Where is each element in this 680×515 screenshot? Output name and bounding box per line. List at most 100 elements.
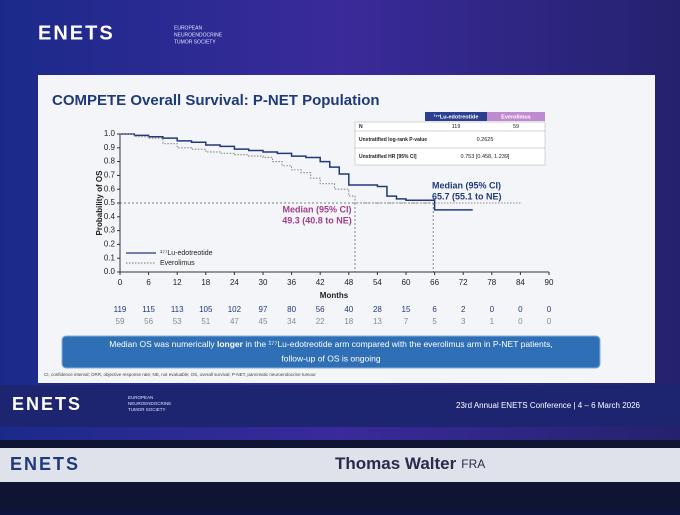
at-risk-count: 13: [373, 317, 382, 326]
logo: ENETS: [12, 394, 82, 414]
x-tick-label: 48: [344, 278, 353, 287]
legend-label: Everolimus: [160, 260, 195, 267]
at-risk-count: 45: [259, 317, 268, 326]
at-risk-count: 56: [316, 305, 325, 314]
society: EUROPEAN: [128, 395, 153, 400]
at-risk-count: 18: [344, 317, 353, 326]
at-risk-count: 80: [287, 305, 296, 314]
society: TUMOR SOCIETY: [174, 39, 216, 45]
society: EUROPEAN: [174, 25, 202, 31]
y-tick-label: 0.8: [104, 157, 116, 166]
at-risk-count: 102: [228, 305, 242, 314]
at-risk-count: 15: [402, 305, 411, 314]
x-tick-label: 60: [402, 278, 411, 287]
slide-title: COMPETE Overall Survival: P-NET Populati…: [52, 92, 380, 109]
table-row-label: Unstratified log-rank P-value: [359, 137, 427, 143]
x-tick-label: 6: [146, 278, 151, 287]
x-tick-label: 30: [259, 278, 268, 287]
speaker: Thomas Walter FRA: [335, 454, 485, 473]
survival-curve: [120, 133, 473, 211]
table-cell: 0.2625: [477, 137, 494, 143]
at-risk-count: 59: [116, 317, 125, 326]
slide-footer: [0, 385, 680, 427]
x-tick-label: 72: [459, 278, 468, 287]
x-tick-label: 66: [430, 278, 439, 287]
society: TUMOR SOCIETY: [128, 407, 166, 412]
at-risk-count: 28: [373, 305, 382, 314]
y-tick-label: 0.5: [104, 198, 116, 207]
table-cell: 0.753 [0.458, 1.239]: [461, 154, 510, 160]
society: NEUROENDOCRINE: [128, 401, 171, 406]
at-risk-count: 0: [547, 305, 552, 314]
at-risk-count: 0: [490, 305, 495, 314]
x-tick-label: 54: [373, 278, 382, 287]
at-risk-count: 113: [171, 305, 184, 314]
at-risk-count: 97: [259, 305, 268, 314]
y-tick-label: 1.0: [104, 129, 116, 138]
callout-box: [61, 335, 601, 369]
callout-text: follow-up of OS is ongoing: [281, 353, 380, 363]
bottom-bar: [0, 448, 680, 482]
callout-emphasis: longer: [217, 339, 244, 349]
speaker-name: Thomas Walter: [335, 454, 457, 473]
x-tick-label: 12: [173, 278, 182, 287]
conference: 23rd Annual ENETS Conference | 4 – 6 Mar…: [456, 401, 641, 410]
at-risk-count: 0: [518, 317, 523, 326]
x-tick-label: 0: [118, 278, 123, 287]
at-risk-count: 115: [142, 305, 155, 314]
at-risk-count: 119: [114, 305, 127, 314]
x-tick-label: 42: [316, 278, 325, 287]
at-risk-count: 0: [518, 305, 523, 314]
table-header: [487, 112, 545, 121]
table-cell: 119: [452, 124, 461, 130]
y-tick-label: 0.9: [104, 143, 116, 152]
median-title: Median (95% CI): [282, 204, 351, 214]
y-tick-label: 0.7: [104, 171, 116, 180]
table-column: Everolimus: [501, 114, 531, 120]
y-tick-label: 0.4: [104, 212, 116, 221]
legend-label: ¹⁷⁷Lu-edotreotide: [160, 250, 213, 257]
y-axis-label: Probability of OS: [95, 170, 104, 236]
at-risk-count: 0: [547, 317, 552, 326]
at-risk-count: 5: [432, 317, 437, 326]
at-risk-count: 2: [461, 305, 466, 314]
society: NEUROENDOCRINE: [174, 32, 223, 38]
footnote: CI, confidence interval; ORR, objective …: [44, 372, 316, 377]
y-tick-label: 0.3: [104, 226, 116, 235]
at-risk-count: 56: [144, 317, 153, 326]
x-tick-label: 36: [287, 278, 296, 287]
x-tick-label: 84: [516, 278, 525, 287]
at-risk-count: 3: [461, 317, 466, 326]
median-value: 49.3 (40.8 to NE): [282, 215, 352, 225]
callout: Median OS was numerically longer in the …: [109, 339, 552, 349]
x-tick-label: 18: [201, 278, 210, 287]
logo: ENETS: [10, 454, 80, 474]
table-row-label: N: [359, 124, 363, 130]
at-risk-count: 22: [316, 317, 325, 326]
table-row-label: Unstratified HR [95% CI]: [359, 154, 417, 160]
at-risk-count: 6: [432, 305, 437, 314]
table-column: ¹⁷⁷Lu-edotreotide: [434, 113, 479, 120]
at-risk-count: 40: [344, 305, 353, 314]
table-body: [354, 121, 546, 166]
at-risk-count: 51: [201, 317, 210, 326]
x-axis-label: Months: [320, 291, 349, 300]
x-tick-label: 90: [545, 278, 554, 287]
y-tick-label: 0.6: [104, 184, 116, 193]
at-risk-count: 7: [404, 317, 409, 326]
slide: [38, 75, 655, 383]
median-value: 65.7 (55.1 to NE): [432, 191, 502, 201]
callout-text: Median OS was numerically: [109, 339, 217, 349]
y-tick-label: 0.1: [104, 253, 116, 262]
y-tick-label: 0.0: [104, 267, 116, 276]
logo: ENETS: [38, 22, 115, 44]
at-risk-count: 105: [199, 305, 213, 314]
median-title: Median (95% CI): [432, 180, 501, 190]
speaker-country: FRA: [461, 457, 485, 471]
table-header: [425, 112, 487, 121]
x-tick-label: 24: [230, 278, 239, 287]
at-risk-count: 1: [490, 317, 495, 326]
at-risk-count: 34: [287, 317, 296, 326]
